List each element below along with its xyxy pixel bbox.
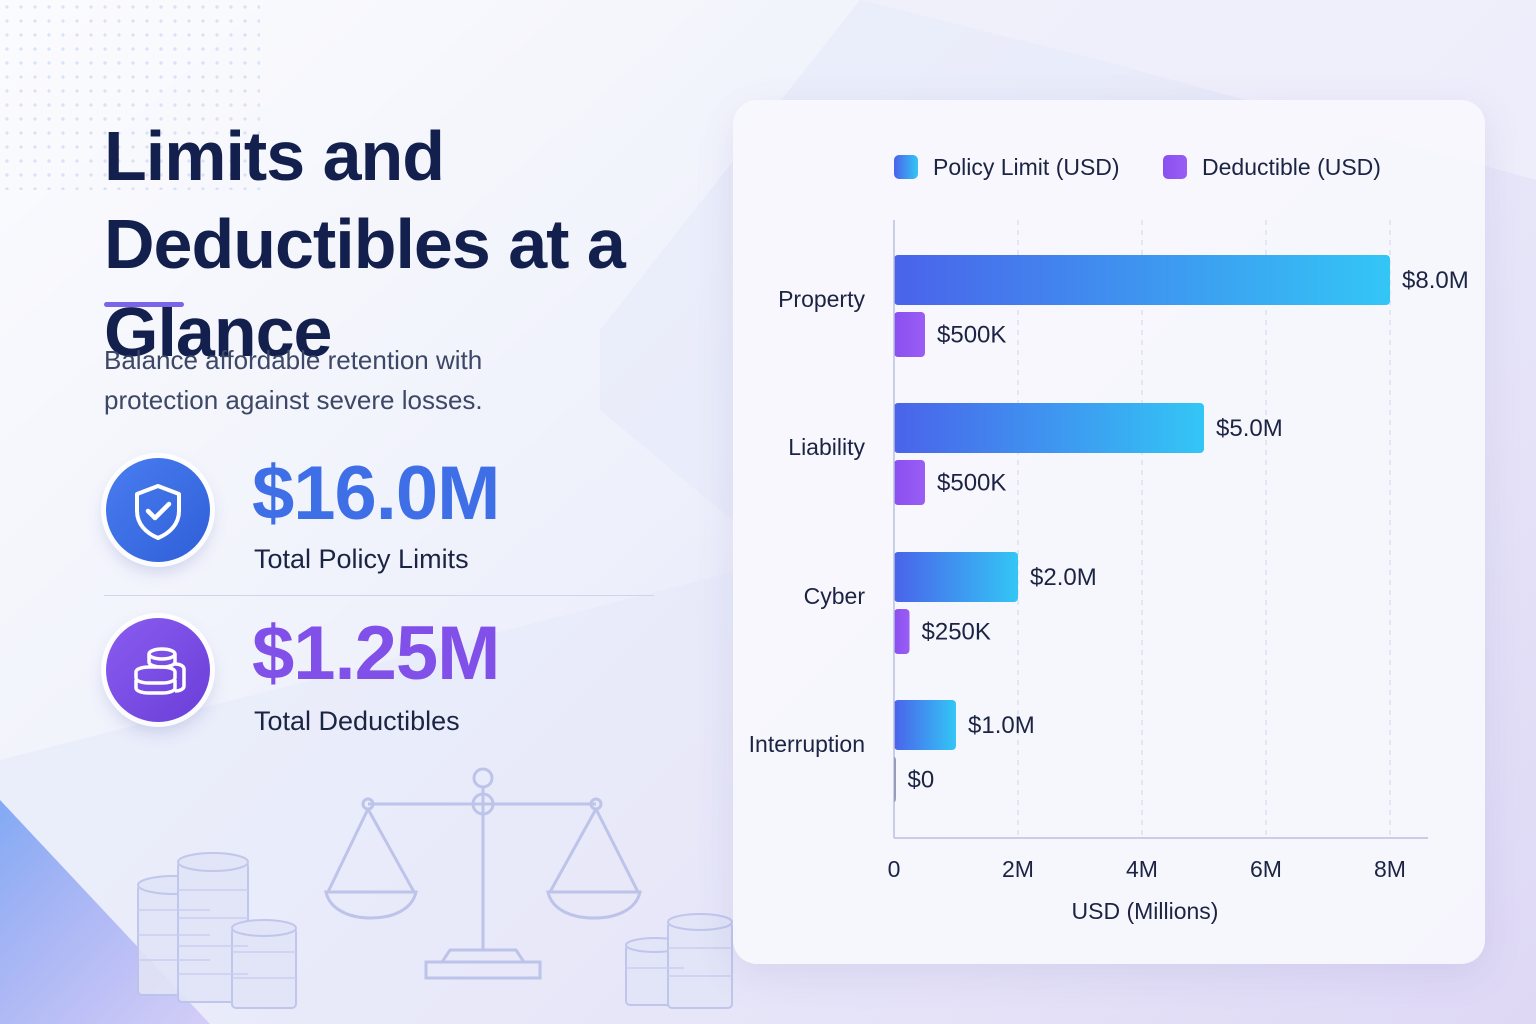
policy-limit-bar — [894, 552, 1018, 602]
deductible-bar — [894, 312, 925, 357]
bar-value-label: $250K — [922, 619, 991, 646]
deductible-bar — [894, 460, 925, 505]
balance-scale-illustration — [137, 767, 733, 1009]
bar-value-label: $2.0M — [1030, 564, 1097, 591]
dot-pattern — [0, 0, 260, 190]
bar-value-label: $8.0M — [1402, 267, 1469, 294]
category-label: Interruption — [749, 731, 865, 757]
total-policy-limits-label: Total Policy Limits — [254, 544, 469, 574]
legend-label: Policy Limit (USD) — [933, 154, 1120, 180]
x-tick-label: 0 — [888, 856, 901, 882]
x-tick-label: 4M — [1126, 856, 1158, 882]
shield-check-icon — [106, 458, 210, 562]
policy-limit-bar — [894, 255, 1390, 305]
category-label: Property — [778, 286, 865, 312]
total-deductibles-value: $1.25M — [252, 611, 500, 696]
title-underline — [104, 302, 184, 307]
chart-card: Property $8.0M $500K Liability $5.0M $500K Cyb… — [733, 100, 1485, 964]
page-subtitle: Balance affordable retention with protec… — [104, 345, 483, 415]
policy-limit-bar — [894, 403, 1204, 453]
page-title: Limits and Deductibles at a Glance — [104, 117, 626, 371]
x-tick-label: 8M — [1374, 856, 1406, 882]
bar-value-label: $500K — [937, 322, 1006, 349]
bar-value-label: $1.0M — [968, 712, 1035, 739]
total-policy-limits-value: $16.0M — [252, 451, 500, 536]
deductible-bar — [894, 609, 910, 654]
x-tick-label: 6M — [1250, 856, 1282, 882]
x-axis-label: USD (Millions) — [1072, 898, 1219, 924]
legend-label: Deductible (USD) — [1202, 154, 1381, 180]
x-tick-label: 2M — [1002, 856, 1034, 882]
legend-swatch — [894, 155, 918, 179]
bar-value-label: $5.0M — [1216, 415, 1283, 442]
policy-limit-bar — [894, 700, 956, 750]
coin-stack-icon — [106, 618, 210, 722]
bar-value-label: $0 — [908, 767, 935, 794]
total-deductibles-label: Total Deductibles — [254, 706, 460, 736]
stats-divider — [104, 595, 654, 596]
bar-value-label: $500K — [937, 470, 1006, 497]
legend-swatch — [1163, 155, 1187, 179]
bar-chart: Property $8.0M $500K Liability $5.0M $500K Cyb… — [749, 154, 1469, 924]
category-label: Liability — [788, 434, 865, 460]
category-label: Cyber — [804, 583, 866, 609]
